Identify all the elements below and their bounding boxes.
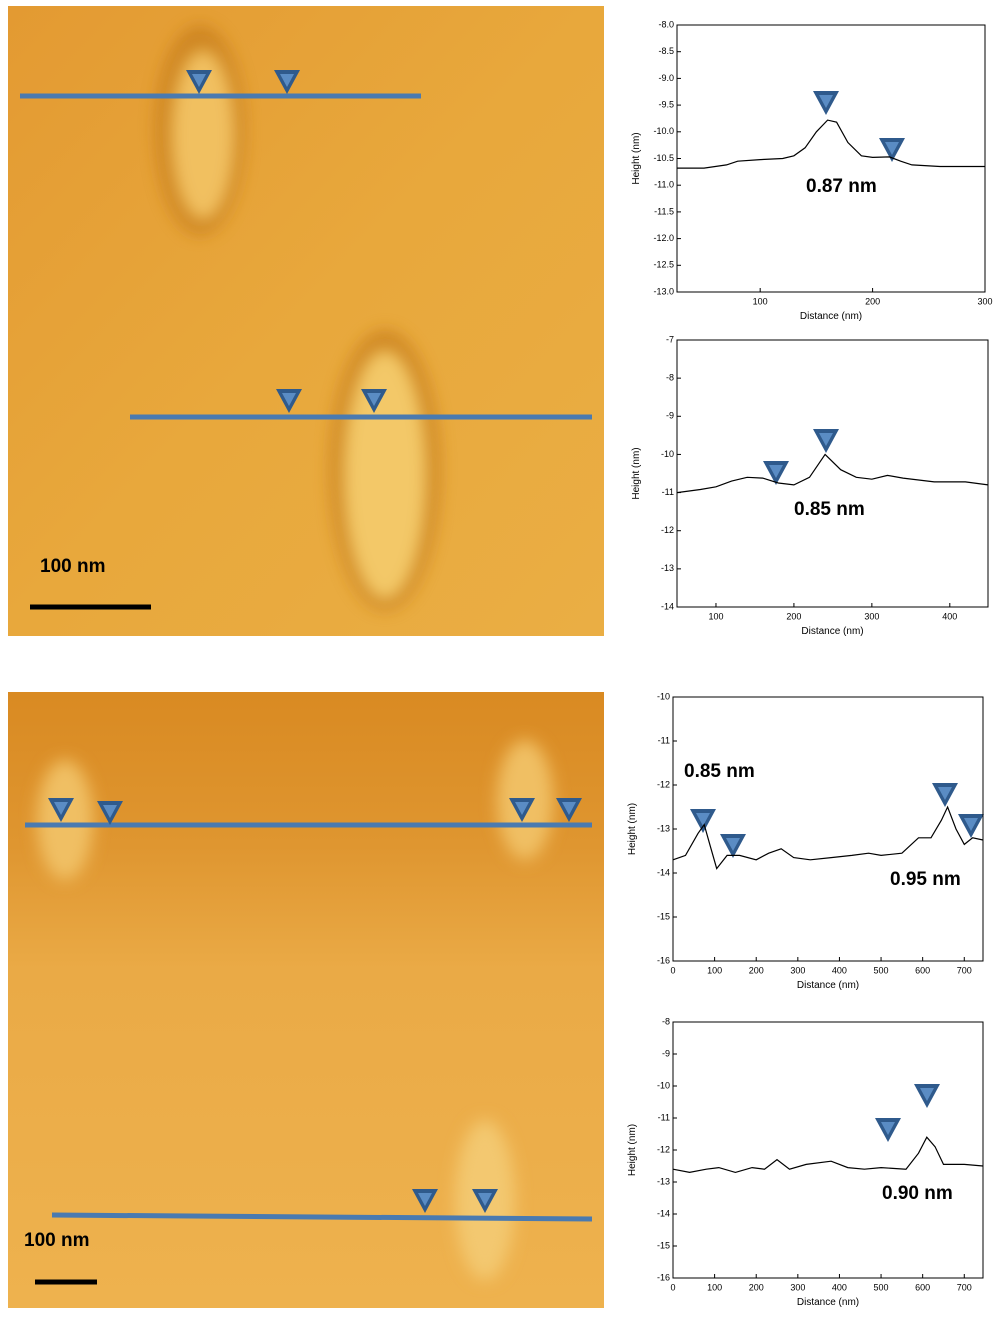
y-tick-label: -12 [657,779,670,789]
x-tick-label: 400 [832,965,847,975]
y-tick-label: -11.5 [654,206,674,216]
x-tick-label: 200 [865,296,880,306]
y-tick-label: -8.0 [658,19,674,29]
x-tick-label: 400 [942,611,957,621]
y-axis-title: Height (nm) [631,132,642,184]
x-tick-label: 300 [790,965,805,975]
x-tick-label: 500 [874,1282,889,1292]
x-tick-label: 100 [708,611,723,621]
y-tick-label: -12.0 [653,233,674,243]
profile-curve [677,454,988,492]
x-tick-label: 200 [749,965,764,975]
x-axis-title: Distance (nm) [797,1297,859,1308]
y-axis-title: Height (nm) [627,803,638,855]
x-tick-label: 300 [864,611,879,621]
y-tick-label: -13 [661,563,674,573]
x-tick-label: 300 [790,1282,805,1292]
y-tick-label: -14 [657,867,670,877]
x-tick-label: 300 [977,296,992,306]
y-tick-label: -15 [657,1240,670,1250]
y-tick-label: -10 [657,1080,670,1090]
y-tick-label: -11.0 [654,180,674,190]
x-tick-label: 200 [749,1282,764,1292]
x-tick-label: 600 [915,1282,930,1292]
x-axis-title: Distance (nm) [797,980,859,991]
x-tick-label: 600 [915,965,930,975]
x-tick-label: 100 [753,296,768,306]
plot-frame [677,340,988,607]
y-tick-label: -12 [657,1144,670,1154]
y-tick-label: -13 [657,1176,670,1186]
x-axis-title: Distance (nm) [800,311,862,322]
figure: 100 nm 100 nm -8.0 -8.5 -9.0 -9.5 -10.0 -10.5… [0,0,995,1317]
x-tick-label: 700 [957,1282,972,1292]
annotation: 0.85 nm [684,761,755,782]
y-tick-label: -9 [666,411,674,421]
scale-label: 100 nm [24,1230,89,1251]
y-tick-label: -10.5 [653,153,674,163]
annotation: 0.87 nm [806,176,877,197]
y-tick-label: -7 [666,334,674,344]
afm-image [8,6,604,636]
y-tick-label: -9.0 [658,73,674,83]
y-tick-label: -12 [661,525,674,535]
profile-curve [673,1137,983,1172]
x-tick-label: 100 [707,965,722,975]
profile-curve [673,807,983,869]
annotation: 0.85 nm [794,499,865,520]
y-tick-label: -16 [657,955,670,965]
y-tick-label: -11 [662,487,674,497]
y-axis-title: Height (nm) [627,1124,638,1176]
y-tick-label: -9.5 [658,99,674,109]
x-tick-label: 500 [874,965,889,975]
annotation: 0.95 nm [890,869,961,890]
x-tick-label: 0 [670,1282,675,1292]
x-tick-label: 400 [832,1282,847,1292]
plot-frame [677,25,985,292]
x-tick-label: 700 [957,965,972,975]
y-tick-label: -16 [657,1272,670,1282]
y-tick-label: -15 [657,911,670,921]
y-axis-title: Height (nm) [631,447,642,499]
scale-label: 100 nm [40,556,105,577]
y-tick-label: -8 [666,373,674,383]
y-tick-label: -8 [662,1016,670,1026]
y-tick-label: -14 [661,601,674,611]
y-tick-label: -10 [657,691,670,701]
y-tick-label: -8.5 [658,46,674,56]
y-tick-label: -11 [658,1112,670,1122]
y-tick-label: -9 [662,1048,670,1058]
y-tick-label: -13.0 [653,286,674,296]
y-tick-label: -10.0 [653,126,674,136]
annotation: 0.90 nm [882,1183,953,1204]
x-tick-label: 0 [670,965,675,975]
x-tick-label: 100 [707,1282,722,1292]
y-tick-label: -13 [657,823,670,833]
y-tick-label: -11 [658,735,670,745]
y-tick-label: -14 [657,1208,670,1218]
profile-curve [677,120,985,168]
x-tick-label: 200 [786,611,801,621]
y-tick-label: -10 [661,449,674,459]
y-tick-label: -12.5 [653,260,674,270]
x-axis-title: Distance (nm) [801,626,863,637]
